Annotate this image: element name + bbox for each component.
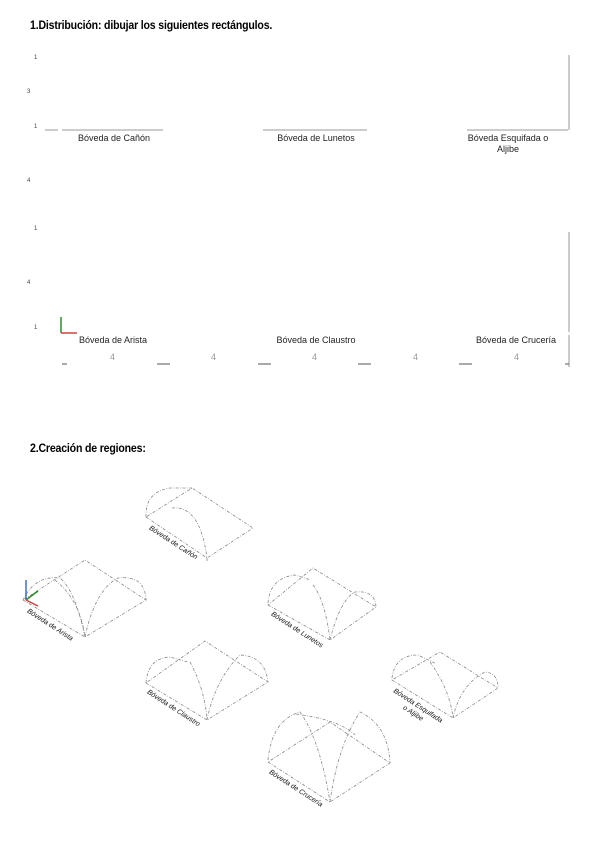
ucs-icon-2d bbox=[60, 317, 77, 334]
label-boveda-cruceria: Bóveda de Crucería bbox=[475, 335, 557, 345]
side-mark: 4 bbox=[27, 280, 31, 286]
side-mark: 1 bbox=[34, 124, 38, 130]
side-mark: 1 bbox=[34, 55, 38, 61]
dimension-value: 4 bbox=[413, 352, 419, 362]
label-boveda-arista: Bóveda de Arista bbox=[78, 335, 148, 345]
label-boveda-claustro: Bóveda de Claustro bbox=[276, 335, 356, 345]
ucs-icon-3d bbox=[25, 580, 39, 607]
vault-arista bbox=[22, 559, 147, 638]
vault-lunetos bbox=[267, 567, 377, 641]
label-boveda-canon: Bóveda de Cañón bbox=[77, 133, 151, 143]
dimension-value: 4 bbox=[110, 352, 116, 362]
side-mark: 1 bbox=[34, 325, 38, 331]
section2-title: 2.Creación de regiones: bbox=[30, 441, 146, 455]
label-boveda-esquifada: Bóveda Esquifada o Aljibe bbox=[467, 133, 549, 154]
side-mark: 4 bbox=[27, 178, 31, 184]
dimension-value: 4 bbox=[514, 352, 520, 362]
vault-esquifada bbox=[391, 651, 499, 719]
side-mark: 1 bbox=[34, 226, 38, 232]
dimension-value: 4 bbox=[211, 352, 217, 362]
side-mark: 3 bbox=[27, 89, 31, 95]
label-boveda-lunetos: Bóveda de Lunetos bbox=[277, 133, 355, 143]
vault-cruceria bbox=[267, 711, 391, 803]
section1-title: 1.Distribución: dibujar los siguientes r… bbox=[30, 18, 273, 32]
vault-claustro bbox=[145, 640, 269, 721]
dimension-value: 4 bbox=[312, 352, 318, 362]
vault-canon bbox=[145, 487, 254, 562]
